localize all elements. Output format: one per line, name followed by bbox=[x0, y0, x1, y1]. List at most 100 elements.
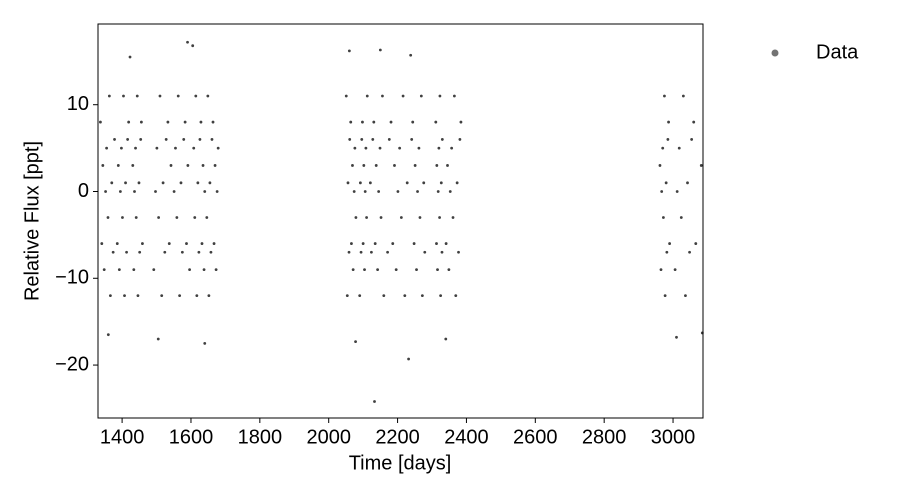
data-point bbox=[439, 181, 443, 185]
data-point bbox=[116, 164, 120, 167]
data-point bbox=[659, 268, 663, 271]
data-point bbox=[700, 331, 704, 335]
data-point bbox=[396, 190, 400, 193]
data-point bbox=[694, 242, 698, 245]
data-point bbox=[393, 164, 396, 167]
data-point bbox=[191, 44, 195, 48]
data-point bbox=[104, 190, 107, 193]
data-point bbox=[136, 294, 140, 298]
data-point bbox=[161, 181, 165, 185]
data-point bbox=[386, 250, 389, 254]
data-point bbox=[668, 242, 671, 245]
data-point bbox=[139, 120, 143, 124]
x-tick-label: 2400 bbox=[444, 426, 489, 448]
data-point bbox=[203, 341, 207, 345]
data-point bbox=[394, 268, 398, 271]
data-point bbox=[351, 268, 355, 271]
data-point bbox=[437, 146, 441, 150]
data-point bbox=[354, 340, 357, 344]
data-point bbox=[210, 138, 214, 141]
data-point bbox=[207, 294, 211, 298]
data-point bbox=[110, 181, 114, 185]
x-tick-label: 1800 bbox=[238, 426, 283, 448]
data-point bbox=[440, 138, 444, 141]
data-point bbox=[422, 181, 426, 185]
data-point bbox=[101, 164, 105, 167]
x-tick-label: 3000 bbox=[651, 426, 696, 448]
data-point bbox=[166, 120, 170, 124]
data-point bbox=[455, 181, 459, 185]
data-point bbox=[344, 94, 348, 98]
data-point bbox=[196, 181, 200, 185]
data-point bbox=[699, 164, 703, 167]
data-point bbox=[208, 181, 212, 185]
data-point bbox=[454, 294, 458, 298]
data-point bbox=[209, 250, 213, 254]
data-point bbox=[378, 146, 382, 150]
data-point bbox=[438, 216, 441, 219]
data-point bbox=[117, 268, 121, 271]
data-point bbox=[216, 146, 220, 150]
data-point bbox=[174, 146, 177, 150]
data-point bbox=[403, 294, 407, 298]
data-point bbox=[410, 138, 414, 141]
data-point bbox=[134, 146, 137, 150]
data-point bbox=[690, 138, 694, 141]
data-point bbox=[446, 164, 449, 167]
data-point bbox=[192, 146, 196, 150]
data-point bbox=[124, 181, 127, 185]
data-point bbox=[675, 335, 678, 339]
data-point bbox=[186, 40, 189, 44]
data-point bbox=[681, 94, 685, 98]
data-point bbox=[126, 138, 130, 141]
data-point bbox=[350, 242, 353, 245]
data-point bbox=[347, 250, 351, 254]
data-point bbox=[368, 181, 372, 185]
y-tick-label: 10 bbox=[67, 93, 89, 115]
data-point bbox=[387, 138, 391, 141]
data-point bbox=[418, 216, 422, 219]
data-point bbox=[436, 268, 439, 271]
data-point bbox=[401, 94, 405, 98]
data-point bbox=[195, 294, 199, 298]
data-point bbox=[684, 294, 687, 298]
data-point bbox=[361, 120, 364, 124]
x-tick-label: 2200 bbox=[375, 426, 420, 448]
data-point bbox=[167, 242, 171, 245]
data-point bbox=[663, 94, 666, 98]
data-point bbox=[360, 138, 364, 141]
data-point bbox=[450, 146, 454, 150]
plot-frame bbox=[97, 23, 704, 419]
data-point bbox=[99, 120, 102, 124]
data-point bbox=[199, 120, 203, 124]
data-point bbox=[352, 190, 356, 193]
data-point bbox=[679, 216, 683, 219]
data-point bbox=[156, 337, 160, 341]
data-point bbox=[186, 164, 190, 167]
data-point bbox=[128, 55, 132, 59]
data-point bbox=[439, 294, 443, 298]
data-point bbox=[185, 242, 188, 245]
data-point bbox=[141, 242, 144, 245]
legend-marker bbox=[771, 49, 779, 57]
data-point bbox=[160, 294, 164, 298]
data-point bbox=[106, 216, 110, 219]
data-point bbox=[365, 216, 368, 219]
data-point bbox=[105, 146, 109, 150]
data-point bbox=[200, 242, 204, 245]
data-point bbox=[451, 216, 455, 219]
data-point bbox=[132, 268, 136, 271]
data-point bbox=[125, 250, 128, 254]
data-point bbox=[123, 294, 126, 298]
data-point bbox=[351, 164, 354, 167]
data-point bbox=[405, 181, 409, 185]
data-point bbox=[163, 250, 167, 254]
data-point bbox=[376, 268, 380, 271]
data-point bbox=[373, 242, 377, 245]
data-point bbox=[663, 294, 667, 298]
data-point bbox=[152, 268, 156, 271]
y-axis-label: Relative Flux [ppt] bbox=[21, 141, 43, 301]
data-point bbox=[379, 216, 383, 219]
data-point bbox=[444, 337, 448, 341]
